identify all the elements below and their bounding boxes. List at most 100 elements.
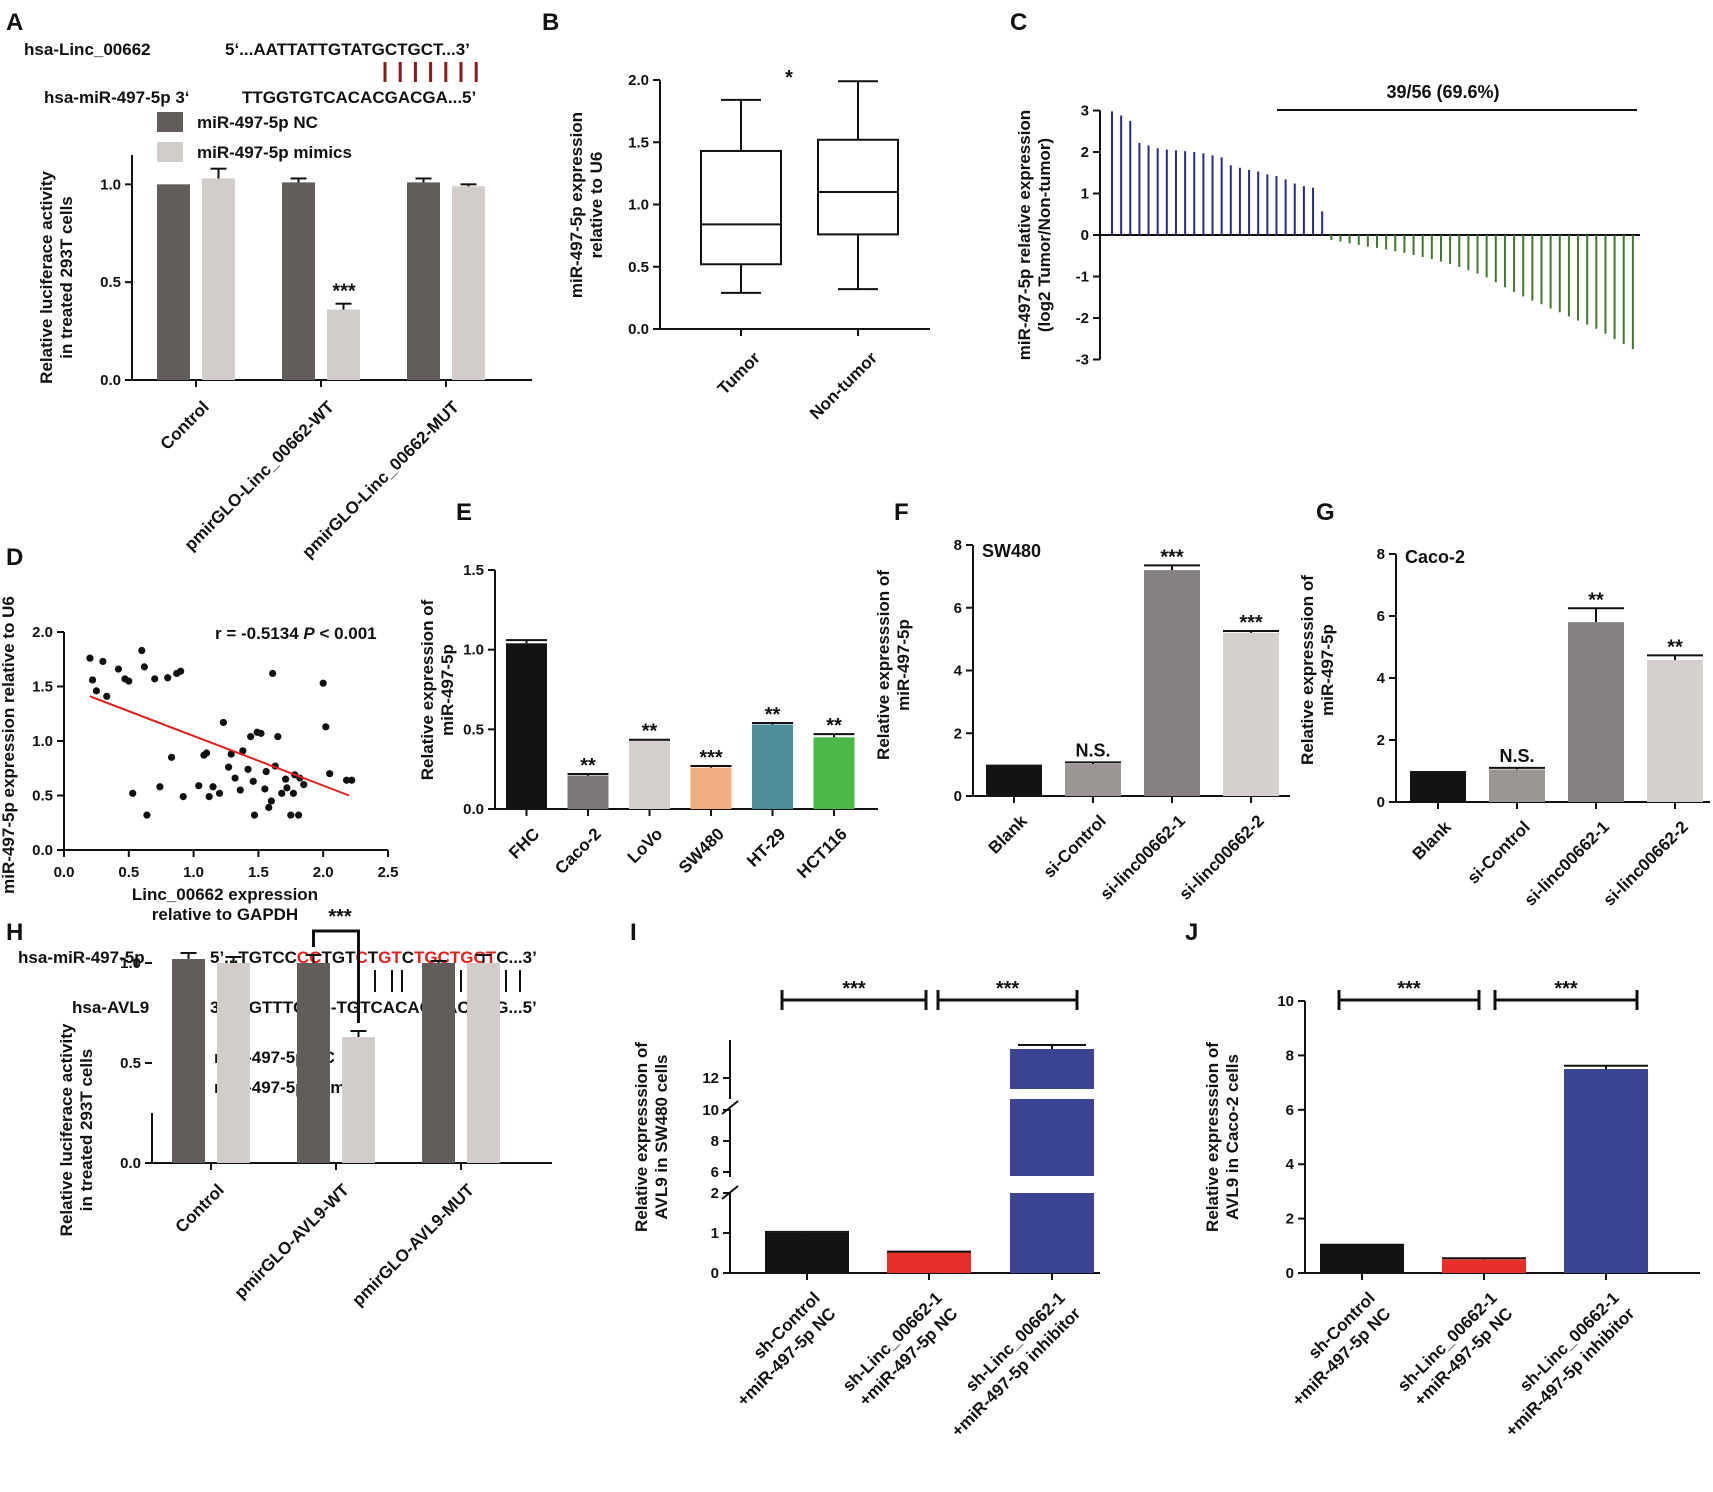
chart-H-y-tick-label: 1.0: [120, 955, 141, 972]
bar: [1144, 570, 1200, 796]
scatter-point: [143, 811, 151, 819]
seq-h-segment: CC: [297, 948, 322, 967]
bar: [1010, 1099, 1094, 1176]
scatter-point: [103, 692, 111, 700]
chart-I-y-tick-label: 2: [711, 1185, 719, 1202]
scatter-point: [261, 785, 269, 793]
chart-G-title: Caco-2: [1405, 547, 1465, 567]
bar: [765, 1232, 849, 1273]
bar: [1223, 632, 1279, 796]
scatter-point: [224, 763, 233, 771]
chart-D-x-tick-label: 1.0: [183, 864, 204, 881]
seq-h-name-1: hsa-miR-497-5p: [18, 948, 145, 967]
chart-D-x-label: Linc_00662 expression relative to GAPDH: [132, 885, 318, 924]
scatter-point: [348, 776, 356, 784]
scatter-point: [300, 781, 308, 789]
x-tick-label: FHC: [505, 824, 543, 862]
chart-C-y-tick-label: 0: [1081, 227, 1089, 244]
scatter-point: [179, 792, 187, 801]
scatter-point: [167, 753, 176, 761]
bar: [506, 643, 547, 809]
scatter-point: [227, 750, 235, 758]
panel-letter-g: G: [1316, 499, 1335, 526]
significance-stars: N.S.: [1075, 740, 1110, 760]
x-tick-label: HCT116: [793, 824, 851, 882]
bar: [690, 767, 732, 809]
bar: [452, 186, 485, 380]
x-tick-label: pmirGLO-AVL9-WT: [231, 1180, 353, 1302]
panel-letter-b: B: [542, 9, 559, 36]
bar: [422, 963, 455, 1163]
chart-C-y-tick-label: 1: [1081, 186, 1089, 203]
scatter-point: [249, 777, 257, 785]
scatter-point: [205, 792, 213, 801]
chart-J-y-tick-label: 10: [1277, 993, 1294, 1010]
chart-J-y-tick-label: 6: [1286, 1102, 1294, 1119]
seq-h-segment: T: [368, 948, 379, 967]
chart-J-y-tick-label: 0: [1286, 1265, 1294, 1282]
chart-I-y-tick-label: 6: [711, 1164, 719, 1181]
x-tick-label: Tumor: [714, 348, 764, 398]
scatter-point: [239, 747, 247, 755]
scatter-point: [274, 733, 282, 741]
scatter-point: [294, 811, 303, 819]
chart-B-y-tick-label: 0.0: [628, 321, 649, 338]
chart-D-x-tick-label: 1.5: [248, 864, 269, 881]
bar: [1489, 769, 1545, 802]
chart-I-y-tick-label: 12: [702, 1070, 719, 1087]
chart-D-x-tick-label: 0.5: [118, 864, 139, 881]
chart-F-title: SW480: [982, 541, 1041, 561]
bar: [1442, 1259, 1526, 1273]
scatter-point: [278, 789, 286, 797]
axis-break-mark: [721, 1100, 739, 1115]
bar: [217, 963, 250, 1163]
bar: [887, 1252, 971, 1273]
chart-C-y-label: miR-497-5p relative expression(log2 Tumo…: [1015, 110, 1054, 360]
seq-h-name-2: hsa-AVL9: [72, 998, 149, 1017]
chart-D-y-tick-label: 0.5: [32, 788, 53, 805]
scatter-point: [287, 811, 295, 819]
x-tick-label: si-linc00662-2: [1176, 811, 1268, 903]
significance-bracket: [312, 929, 360, 1023]
annotation-text: 39/56 (69.6%): [1386, 82, 1499, 102]
x-tick-label: Blank: [1409, 817, 1456, 864]
scatter-point: [265, 803, 273, 812]
chart-g: 0 2 4 6 8 Relative expresssion ofmiR-497-5p Ca…: [1298, 546, 1710, 910]
significance-stars: ***: [1160, 546, 1184, 568]
x-tick-label: Non-tumor: [806, 348, 881, 423]
chart-C-y-tick-label: -1: [1076, 269, 1089, 286]
scatter-point: [289, 789, 297, 797]
x-tick-label: Caco-2: [551, 824, 605, 878]
chart-G-y-tick-label: 6: [1377, 608, 1385, 625]
scatter-point: [92, 687, 100, 695]
x-tick-label: pmirGLO-AVL9-MUT: [348, 1180, 478, 1310]
legend-label: miR-497-5p mimics: [214, 1078, 369, 1097]
bar: [986, 764, 1042, 796]
chart-H-y-tick-label: 0.0: [120, 1155, 141, 1172]
significance-stars: *: [785, 67, 793, 89]
chart-c: 3 2 1 0 -1 -2 -3 miR-497-5p relative expression…: [1015, 82, 1640, 369]
box: [817, 138, 899, 236]
panel-letter-e: E: [456, 499, 472, 526]
bar: [172, 959, 205, 1163]
x-tick-label: si-linc00662-2: [1600, 817, 1692, 909]
scatter-point: [283, 784, 291, 792]
regression-line: [89, 695, 350, 797]
sequence-alignment-a: hsa-Linc_00662 5‘...AATTATTGTATGCTGCT...…: [24, 40, 478, 107]
panel-letter-c: C: [1010, 9, 1027, 36]
chart-D-x-tick-label: 2.5: [378, 864, 399, 881]
scatter-point: [262, 767, 270, 776]
x-tick-label: LoVo: [624, 824, 667, 867]
x-tick-label: sh-Linc_00662-1+miR-497-5p NC: [1394, 1288, 1517, 1411]
chart-C-y-tick-label: -3: [1076, 352, 1089, 369]
chart-D-x-tick-label: 0.0: [54, 864, 75, 881]
chart-E-y-label: Relative expression ofmiR-497-5p: [418, 599, 457, 780]
chart-I-y-tick-label: 0: [711, 1265, 719, 1282]
panel-letter-d: D: [6, 544, 23, 571]
seq-h-segment: C: [402, 948, 414, 967]
chart-I-y-tick-label: 10: [702, 1102, 719, 1119]
x-tick-label: Control: [157, 397, 213, 453]
scatter-point: [138, 646, 146, 655]
chart-E-y-tick-label: 0.0: [463, 801, 484, 818]
